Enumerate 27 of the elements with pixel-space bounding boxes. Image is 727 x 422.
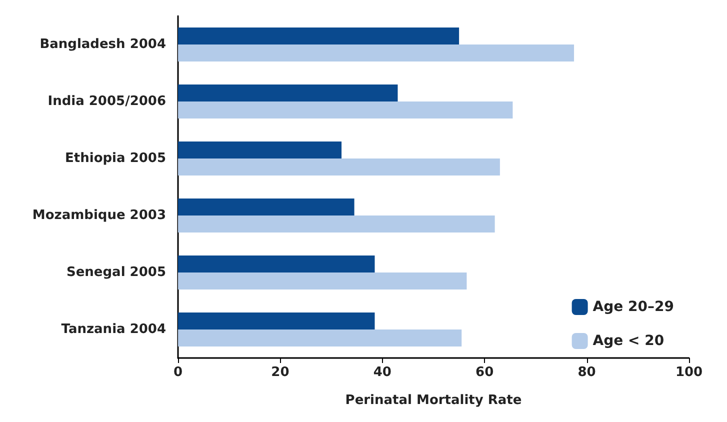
bar [178,158,500,176]
bar [178,256,375,272]
bar [178,142,342,158]
bar [178,198,354,216]
x-tick-label: 0 [173,365,183,380]
bar [178,84,398,102]
y-tick-label: India 2005/2006 [48,94,166,109]
bar [178,216,495,232]
bar [178,102,513,118]
x-axis-title: Perinatal Mortality Rate [345,393,522,408]
y-tick-label: Senegal 2005 [66,265,166,280]
y-tick-label: Ethiopia 2005 [65,151,166,166]
bar [178,330,462,346]
y-tick-label: Tanzania 2004 [61,322,166,337]
x-tick-label: 80 [578,365,596,380]
y-tick-label: Mozambique 2003 [32,208,166,223]
x-tick-label: 60 [476,365,494,380]
legend-label: Age 20–29 [592,299,674,315]
x-tick-label: 20 [271,365,290,380]
bar [178,272,467,290]
y-tick-label: Bangladesh 2004 [40,37,166,52]
legend-label: Age < 20 [592,333,664,349]
bar [178,28,460,44]
bar [178,44,574,62]
x-tick-label: 100 [675,365,703,380]
bar [178,312,375,330]
x-tick-label: 40 [373,365,392,380]
